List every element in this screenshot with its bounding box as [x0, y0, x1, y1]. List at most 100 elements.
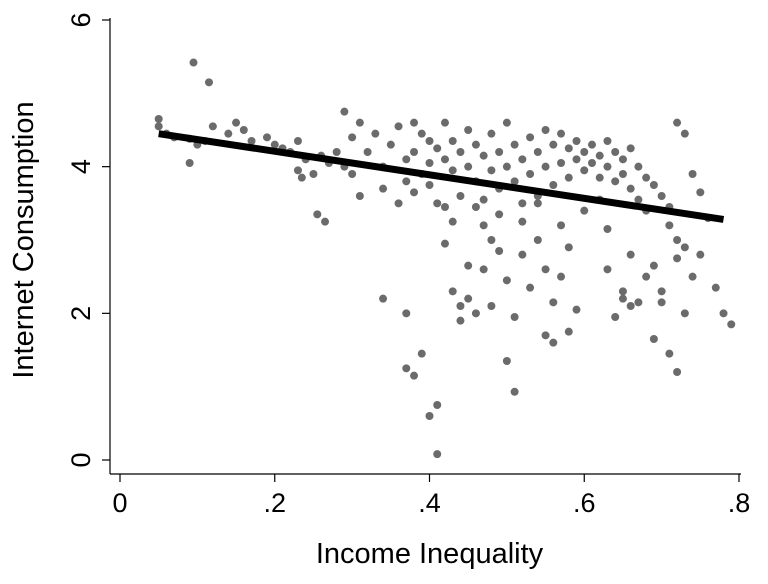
data-point: [313, 210, 322, 219]
data-point: [626, 144, 635, 153]
data-point: [673, 368, 682, 376]
data-point: [355, 118, 364, 127]
data-point: [688, 170, 697, 178]
data-point: [719, 309, 728, 318]
x-axis-ticks: 0 .2 .4 .6 .8: [112, 474, 750, 518]
data-point: [603, 162, 612, 171]
data-point: [487, 166, 496, 175]
data-point: [603, 137, 612, 145]
data-point: [518, 199, 527, 208]
data-point: [433, 401, 442, 409]
data-point: [533, 148, 542, 156]
data-point: [502, 276, 511, 285]
scatter-points: [154, 58, 736, 459]
data-point: [464, 126, 473, 134]
y-tick-label: 2: [66, 306, 96, 321]
data-point: [557, 129, 566, 138]
data-point: [564, 243, 573, 252]
data-point: [533, 199, 542, 208]
data-point: [657, 298, 666, 307]
data-point: [487, 129, 496, 138]
data-point: [611, 148, 620, 156]
data-point: [603, 265, 612, 274]
data-point: [394, 199, 403, 208]
data-point: [665, 349, 674, 358]
data-point: [557, 159, 566, 167]
data-point: [626, 184, 635, 193]
data-point: [595, 151, 604, 160]
data-point: [224, 129, 233, 138]
data-point: [642, 272, 651, 281]
data-point: [363, 148, 372, 156]
data-point: [634, 195, 643, 204]
data-point: [618, 287, 627, 296]
data-point: [448, 137, 457, 145]
data-point: [665, 221, 674, 230]
data-point: [518, 217, 527, 226]
data-point: [239, 126, 248, 134]
data-point: [417, 349, 426, 358]
data-point: [495, 210, 504, 219]
data-point: [154, 122, 163, 131]
data-point: [232, 118, 241, 127]
y-tick-label: 4: [66, 159, 96, 174]
data-point: [464, 261, 473, 270]
data-point: [502, 118, 511, 127]
data-point: [417, 129, 426, 138]
data-point: [394, 122, 403, 131]
data-point: [309, 170, 318, 178]
data-point: [402, 155, 411, 164]
data-point: [626, 250, 635, 259]
data-point: [355, 192, 364, 200]
data-point: [270, 140, 279, 149]
data-point: [518, 155, 527, 164]
data-point: [456, 148, 465, 156]
data-point: [433, 144, 442, 153]
x-tick-label: .8: [728, 488, 751, 518]
data-point: [510, 177, 519, 186]
data-point: [526, 133, 535, 142]
data-point: [440, 203, 449, 211]
data-point: [204, 78, 213, 87]
data-point: [440, 155, 449, 164]
data-point: [456, 192, 465, 200]
data-point: [673, 236, 682, 244]
data-point: [332, 148, 341, 156]
data-point: [402, 177, 411, 186]
data-point: [572, 155, 581, 164]
data-point: [541, 162, 550, 171]
data-point: [680, 243, 689, 252]
data-point: [502, 357, 511, 365]
data-point: [263, 133, 272, 142]
data-point: [587, 140, 596, 149]
data-point: [595, 173, 604, 182]
data-point: [688, 272, 697, 281]
data-point: [185, 159, 194, 167]
y-axis-title: Internet Consumption: [8, 101, 40, 378]
data-point: [587, 159, 596, 167]
data-point: [402, 309, 411, 318]
data-point: [479, 195, 488, 204]
data-point: [402, 364, 411, 373]
data-point: [510, 387, 519, 396]
data-point: [673, 118, 682, 127]
data-point: [634, 298, 643, 307]
data-point: [611, 313, 620, 321]
data-point: [696, 250, 705, 259]
data-point: [649, 261, 658, 270]
data-point: [433, 199, 442, 208]
data-point: [293, 137, 302, 145]
data-point: [696, 188, 705, 197]
data-point: [440, 118, 449, 127]
data-point: [479, 265, 488, 274]
data-point: [572, 305, 581, 314]
data-point: [541, 126, 550, 134]
data-point: [526, 170, 535, 178]
data-point: [154, 115, 163, 123]
data-point: [410, 371, 419, 380]
data-point: [348, 133, 357, 142]
y-axis-ticks: 0 2 4 6: [66, 12, 110, 468]
data-point: [518, 250, 527, 259]
